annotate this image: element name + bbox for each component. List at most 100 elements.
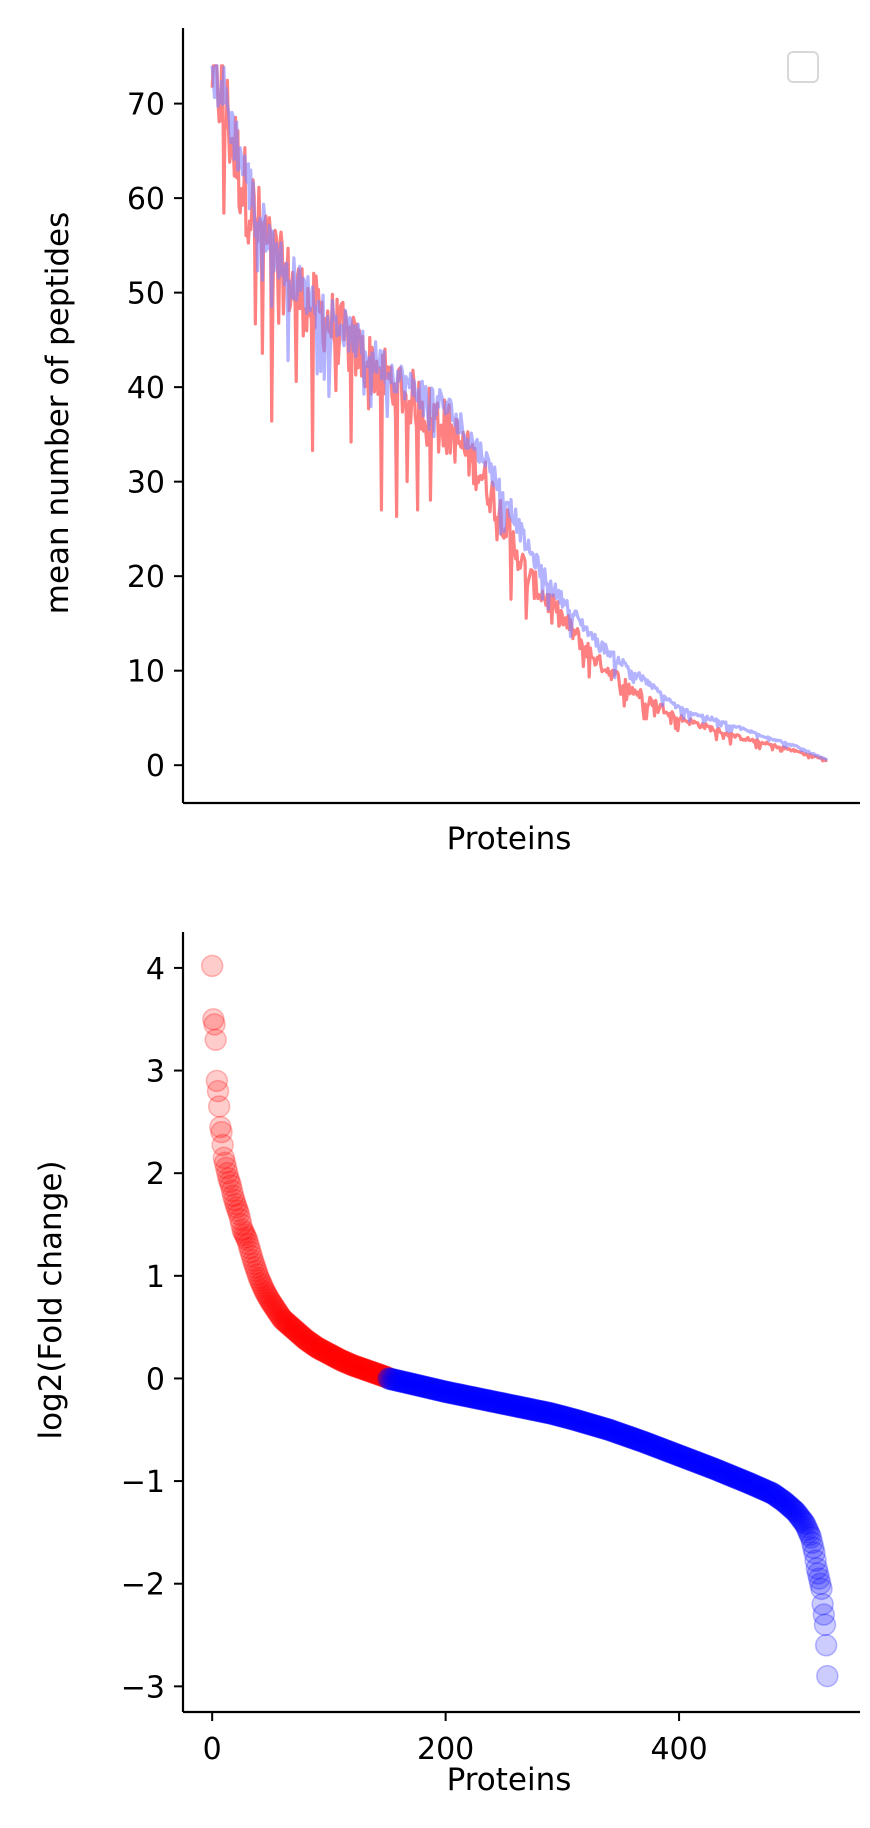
scatter-point-negative (665, 1443, 688, 1466)
scatter-point-negative (687, 1451, 711, 1475)
scatter-point-negative (772, 1490, 796, 1513)
scatter-point-negative (732, 1469, 755, 1492)
scatter-point-positive (322, 1345, 345, 1368)
scatter-point-positive (242, 1252, 266, 1276)
scatter-point-negative (420, 1377, 443, 1400)
scatter-point-negative (488, 1391, 511, 1415)
line-series-group (210, 64, 828, 763)
scatter-point-negative (597, 1418, 621, 1442)
scatter-point-negative (782, 1498, 805, 1522)
scatter-point-negative (654, 1439, 678, 1462)
scatter-point-negative (704, 1457, 727, 1481)
scatter-point-positive (305, 1336, 329, 1359)
scatter-point-negative (404, 1373, 427, 1396)
scatter-point-negative (674, 1446, 698, 1470)
scatter-point-negative (406, 1373, 429, 1397)
scatter-point-positive (258, 1288, 281, 1311)
scatter-point-negative (637, 1432, 660, 1456)
scatter-point-negative (673, 1446, 697, 1469)
scatter-point-negative (800, 1531, 824, 1554)
scatter-point-negative (688, 1452, 712, 1475)
scatter-point-positive (205, 1069, 229, 1093)
scatter-point-negative (395, 1371, 419, 1395)
scatter-point-positive (260, 1291, 283, 1315)
scatter-point-negative (618, 1425, 642, 1449)
scatter-point-negative (450, 1383, 474, 1407)
scatter-point-negative (755, 1479, 778, 1503)
scatter-point-negative (537, 1401, 560, 1425)
scatter-point-negative (803, 1541, 826, 1565)
scatter-point-negative (705, 1458, 728, 1481)
scatter-point-negative (413, 1375, 436, 1399)
scatter-point-positive (213, 1151, 237, 1175)
scatter-point-negative (774, 1491, 797, 1514)
scatter-point-positive (316, 1341, 339, 1365)
scatter-point-negative (737, 1471, 761, 1495)
scatter-point-positive (268, 1304, 292, 1327)
scatter-point-negative (510, 1396, 533, 1419)
scatter-point-negative (548, 1404, 572, 1428)
scatter-point-negative (676, 1447, 699, 1470)
scatter-point-positive (286, 1321, 309, 1344)
scatter-point-positive (331, 1349, 355, 1373)
scatter-point-negative (499, 1393, 523, 1417)
scatter-point-negative (612, 1423, 636, 1447)
scatter-point-positive (282, 1317, 306, 1341)
scatter-point-negative (432, 1379, 455, 1403)
scatter-point-positive (203, 1013, 226, 1036)
scatter-point-negative (588, 1415, 611, 1439)
scatter-point-positive (217, 1167, 240, 1190)
scatter-point-negative (549, 1404, 573, 1428)
scatter-point-negative (474, 1388, 497, 1412)
scatter-point-positive (232, 1220, 255, 1244)
scatter-point-positive (233, 1223, 257, 1247)
scatter-point-positive (362, 1361, 385, 1384)
scatter-point-negative (492, 1392, 516, 1416)
scatter-point-negative (741, 1473, 764, 1496)
scatter-point-negative (804, 1549, 827, 1572)
scatter-point-positive (356, 1359, 379, 1382)
scatter-point-negative (653, 1438, 677, 1462)
scatter-point-negative (792, 1511, 816, 1534)
scatter-point-positive (330, 1349, 353, 1372)
scatter-point-negative (462, 1386, 485, 1409)
scatter-point-negative (405, 1373, 428, 1397)
scatter-point-negative (423, 1378, 447, 1401)
x-tick-label: 200 (417, 1732, 474, 1767)
scatter-point-negative (411, 1375, 434, 1398)
scatter-point-positive (359, 1360, 383, 1383)
scatter-point-negative (594, 1417, 617, 1440)
scatter-point-negative (482, 1390, 505, 1413)
scatter-point-negative (457, 1385, 481, 1408)
top-y-axis-label: mean number of peptides (40, 212, 76, 614)
scatter-point-negative (621, 1426, 644, 1450)
scatter-point-negative (401, 1372, 425, 1396)
scatter-point-negative (761, 1482, 784, 1505)
scatter-point-negative (764, 1484, 788, 1508)
scatter-point-positive (234, 1226, 258, 1249)
scatter-point-negative (392, 1370, 415, 1394)
scatter-point-positive (350, 1357, 373, 1380)
scatter-point-negative (444, 1382, 468, 1406)
scatter-point-negative (400, 1372, 424, 1396)
scatter-point-positive (291, 1326, 315, 1349)
scatter-point-positive (335, 1351, 358, 1374)
scatter-point-negative (629, 1429, 652, 1453)
y-tick-label: 40 (127, 371, 165, 406)
scatter-point-negative (507, 1395, 531, 1419)
scatter-point-negative (533, 1400, 557, 1424)
scatter-point-positive (280, 1315, 303, 1339)
scatter-point-negative (383, 1368, 406, 1392)
scatter-point-negative (767, 1486, 790, 1509)
top-axes (181, 28, 860, 805)
scatter-point-positive (324, 1346, 348, 1369)
scatter-point-negative (681, 1449, 705, 1473)
y-tick-label: 1 (146, 1260, 165, 1295)
scatter-point-positive (218, 1170, 241, 1194)
scatter-point-positive (370, 1364, 393, 1387)
scatter-point-negative (602, 1420, 625, 1443)
scatter-point-negative (530, 1400, 553, 1423)
scatter-point-negative (553, 1405, 576, 1429)
scatter-point-positive (315, 1341, 338, 1364)
